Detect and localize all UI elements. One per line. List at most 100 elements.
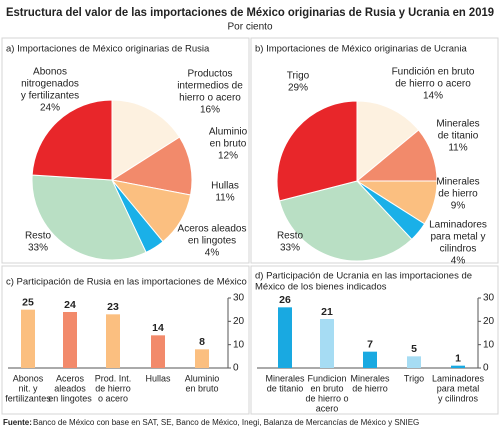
slice-label: Resto: [25, 231, 52, 242]
value-label: 14: [152, 322, 164, 334]
x-tick-label: Minerales: [265, 373, 305, 383]
slice-label: en lingotes: [188, 236, 236, 247]
y-tick-label: 30: [483, 293, 495, 304]
y-tick-label: 0: [233, 363, 239, 374]
slice-label: en bruto: [210, 139, 247, 150]
pie-slice: [356, 100, 420, 183]
slice-label: para metal y: [430, 232, 485, 243]
value-label: 14%: [423, 91, 443, 102]
bar: [363, 351, 377, 368]
value-label: 7: [367, 338, 373, 350]
x-tick-label: para metal: [437, 383, 480, 393]
chart-title: Estructura del valor de las importacione…: [6, 7, 494, 19]
subtitle: Por ciento: [227, 22, 272, 33]
x-tick-label: en bruto: [310, 383, 343, 393]
bar: [320, 319, 334, 368]
panel-title: a) Importaciones de México originarias d…: [6, 44, 210, 55]
x-tick-label: de hierro: [95, 383, 131, 393]
slice-label: Hullas: [211, 181, 239, 192]
slice-label: Laminadores: [429, 220, 487, 231]
x-tick-label: nit. y: [18, 383, 38, 393]
bar: [21, 309, 35, 368]
bar: [451, 365, 465, 368]
value-label: 33%: [28, 243, 48, 254]
slice-label: Fundición en bruto: [392, 67, 475, 78]
bar: [106, 314, 120, 368]
x-tick-label: Aluminio: [185, 373, 220, 383]
bar: [63, 312, 77, 368]
slice-label: Abonos: [33, 67, 67, 78]
slice-label: de hierro o acero: [395, 79, 471, 90]
y-tick-label: 20: [483, 316, 495, 327]
value-label: 21: [321, 306, 333, 318]
value-label: 9%: [451, 201, 466, 212]
x-tick-label: acero: [316, 403, 339, 413]
pie-slice: [31, 174, 147, 261]
value-label: 11%: [215, 193, 234, 204]
x-tick-label: de hierro: [352, 383, 388, 393]
slice-label: Aluminio: [209, 127, 248, 138]
value-label: 26: [279, 294, 291, 306]
value-label: 25: [22, 296, 34, 308]
value-label: 23: [107, 301, 119, 313]
slice-label: Trigo: [287, 71, 310, 82]
value-label: 4%: [205, 248, 220, 259]
x-tick-label: Trigo: [404, 373, 424, 383]
x-tick-label: Prod. Int.: [95, 373, 132, 383]
slice-label: de hierro: [438, 189, 478, 200]
x-tick-label: en bruto: [185, 383, 218, 393]
slice-label: cilindros: [440, 244, 477, 255]
x-tick-label: Hullas: [145, 373, 171, 383]
y-tick-label: 10: [233, 339, 245, 350]
value-label: 16%: [200, 105, 220, 116]
slice-label: Resto: [277, 231, 304, 242]
x-tick-label: y cilindros: [438, 393, 479, 403]
source: Banco de México con base en SAT, SE, Ban…: [33, 418, 419, 427]
panel: [1, 265, 250, 415]
value-label: 11%: [448, 143, 467, 154]
value-label: 4%: [451, 256, 466, 267]
panel-title: d) Participación de Ucrania en las impor…: [255, 271, 472, 282]
panel-title: b) Importaciones de México originarias d…: [255, 44, 467, 55]
bar: [195, 349, 209, 368]
x-tick-label: aleados: [54, 383, 86, 393]
x-tick-label: de titanio: [267, 383, 304, 393]
x-tick-label: Aceros: [56, 373, 85, 383]
slice-label: Aceros aleados: [178, 224, 247, 235]
pie-slice: [276, 100, 358, 202]
x-tick-label: fertilizantes: [5, 393, 51, 403]
source-label: Fuente:: [3, 418, 32, 427]
slice-label: y fertilizantes: [21, 91, 79, 102]
slice-label: Minerales: [436, 119, 479, 130]
y-tick-label: 30: [233, 293, 245, 304]
pie-slice: [31, 99, 113, 181]
x-tick-label: Minerales: [350, 373, 390, 383]
bar: [407, 356, 421, 368]
y-tick-label: 20: [233, 316, 245, 327]
y-tick-label: 10: [483, 339, 495, 350]
slice-label: nitrogenados: [21, 79, 79, 90]
x-tick-label: en lingotes: [48, 393, 92, 403]
pie-slice: [111, 99, 181, 181]
panel-title: México de los bienes indicados: [255, 282, 387, 293]
pie-slice: [110, 136, 193, 196]
value-label: 8: [199, 336, 205, 348]
value-label: 5: [411, 343, 417, 355]
value-label: 1: [455, 352, 461, 364]
value-label: 12%: [218, 151, 238, 162]
pie-slice: [278, 180, 413, 262]
panel: [250, 265, 499, 415]
value-label: 24%: [40, 103, 60, 114]
slice-label: Minerales: [436, 177, 479, 188]
slice-label: intermedios de: [177, 81, 243, 92]
x-tick-label: Abonos: [13, 373, 44, 383]
value-label: 29%: [288, 83, 308, 94]
panel-title: c) Participación de Rusia en las importa…: [6, 277, 247, 288]
x-tick-label: de hierro o: [305, 393, 348, 403]
slice-label: hierro o acero: [179, 93, 241, 104]
value-label: 33%: [280, 243, 300, 254]
x-tick-label: o acero: [98, 393, 128, 403]
slice-label: Productos: [187, 69, 232, 80]
bar: [151, 335, 165, 368]
